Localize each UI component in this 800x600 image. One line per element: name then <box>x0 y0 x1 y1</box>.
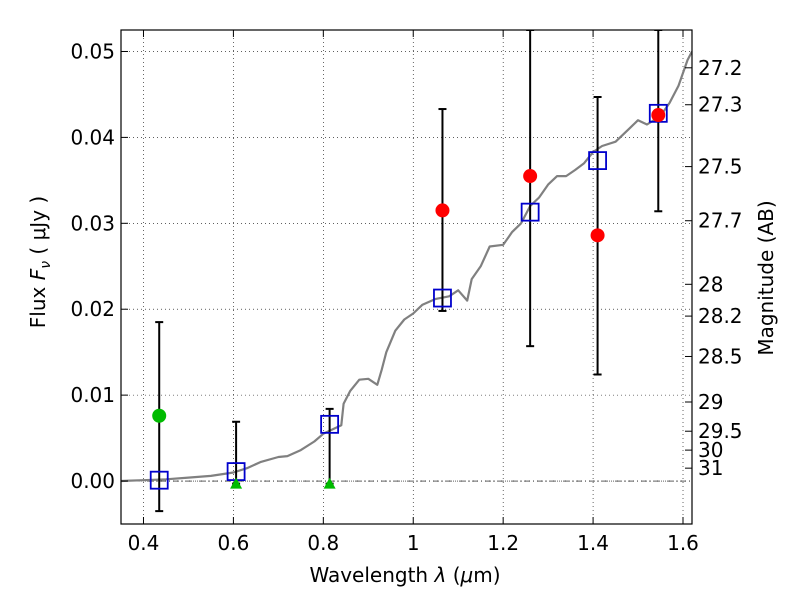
plot-area <box>121 30 692 513</box>
y-tick-label: 0.04 <box>70 125 115 149</box>
y2-tick-label: 28.2 <box>698 304 743 328</box>
y-tick-label: 0.05 <box>70 39 115 63</box>
y2-tick-label: 29.5 <box>698 419 743 443</box>
y2-tick-label: 27.2 <box>698 56 743 80</box>
y2-tick-label: 29 <box>698 390 723 414</box>
x-axis-label: Wavelength λ (μm) <box>309 563 500 587</box>
model-flux-square <box>520 202 540 222</box>
x-tick-label: 1.2 <box>487 531 519 555</box>
model-sed-line <box>121 50 692 483</box>
upper-limit-triangle <box>230 477 243 489</box>
x-tick-label: 1 <box>407 531 420 555</box>
x-tick-label: 1.4 <box>577 531 609 555</box>
b-band-point <box>152 408 167 423</box>
y2-tick-label: 27.5 <box>698 155 743 179</box>
y-axis-label: Flux Fν ( μJy ) <box>26 196 54 328</box>
y2-tick-label: 30 <box>698 438 723 462</box>
x-tick-label: 0.6 <box>217 531 249 555</box>
y2-tick-label: 27.3 <box>698 93 743 117</box>
model-flux-square <box>588 151 607 170</box>
axis-ticks: 0.4 0.6 0.8 1 1.2 1.4 1.6 0.00 0.01 0.02 0.03 0.04 0… <box>70 30 743 555</box>
model-flux-square <box>149 470 169 490</box>
y2-tick-label: 27.7 <box>698 209 743 233</box>
detection-point <box>651 108 666 123</box>
y2-axis-label: Magnitude (AB) <box>754 200 778 355</box>
y2-tick-label: 31 <box>698 456 723 480</box>
model-flux-square <box>433 288 452 308</box>
y-tick-label: 0.03 <box>70 211 115 235</box>
x-tick-label: 0.4 <box>128 531 160 555</box>
upper-limit-triangle <box>323 477 336 489</box>
plot-frame <box>120 29 693 525</box>
x-tick-label: 0.8 <box>307 531 339 555</box>
model-flux-square <box>320 414 340 434</box>
y2-tick-label: 28 <box>698 272 723 296</box>
y2-tick-label: 28.5 <box>698 344 743 368</box>
y-tick-label: 0.02 <box>70 297 115 321</box>
y-tick-label: 0.01 <box>70 383 115 407</box>
detection-point <box>590 228 605 243</box>
detection-point <box>435 203 450 218</box>
detection-point <box>523 169 538 184</box>
grid <box>121 30 692 524</box>
y-tick-label: 0.00 <box>70 469 115 493</box>
x-tick-label: 1.6 <box>667 531 699 555</box>
